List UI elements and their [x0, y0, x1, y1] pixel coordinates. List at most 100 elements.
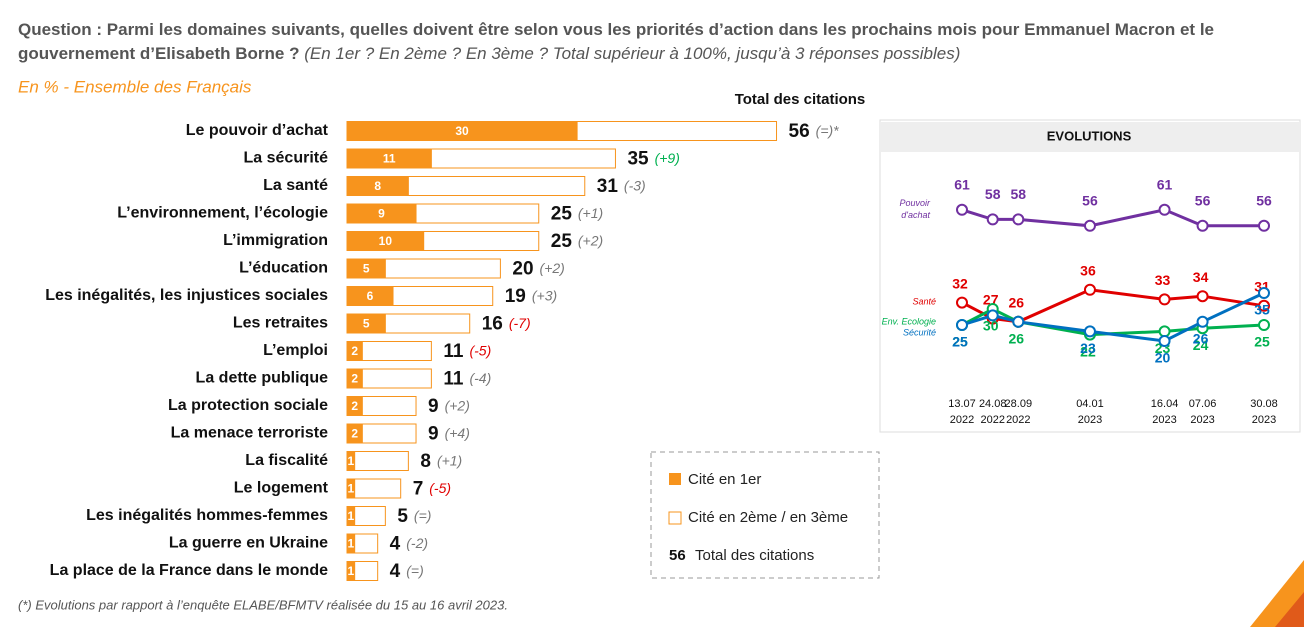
data-label: 61 — [954, 177, 970, 193]
change-label: (-2) — [406, 535, 428, 551]
bar-value-label: 5 — [363, 262, 370, 276]
footnote: (*) Evolutions par rapport à l’enquête E… — [18, 597, 508, 612]
category-label: L’éducation — [239, 260, 328, 277]
data-label: 30 — [983, 318, 999, 334]
total-label: 11 — [443, 341, 464, 362]
data-label: 22 — [1080, 343, 1096, 359]
data-label: 26 — [1009, 331, 1025, 347]
total-label: 25 — [551, 231, 573, 252]
x-tick-label: 07.06 2023 — [1189, 398, 1217, 426]
point — [986, 213, 999, 226]
bar-segment — [354, 451, 409, 471]
bar-value-label: 2 — [351, 427, 358, 441]
category-label: La santé — [263, 177, 328, 194]
data-label: 25 — [952, 334, 968, 350]
series-name: Santé — [912, 296, 936, 306]
legend-label: Cité en 2ème / en 3ème — [688, 509, 848, 526]
total-label: 20 — [512, 259, 533, 280]
bar-segment — [361, 341, 432, 361]
point — [1158, 335, 1171, 347]
data-label: 25 — [952, 334, 968, 350]
data-label: 56 — [1082, 193, 1098, 209]
point — [1258, 287, 1270, 299]
total-label: 19 — [505, 286, 526, 307]
legend-swatch — [668, 511, 682, 525]
point — [986, 309, 999, 322]
point — [1083, 219, 1096, 232]
category-label: L’immigration — [223, 232, 328, 249]
change-label: (=)* — [816, 123, 840, 139]
data-label: 58 — [985, 186, 1001, 202]
bar-segment — [576, 121, 778, 141]
bar-segment — [407, 176, 586, 196]
x-tick-label: 24.08 2022 — [979, 398, 1007, 426]
question-text: Question : Parmi les domaines suivants, … — [18, 20, 1214, 63]
category-label: L’environnement, l’écologie — [117, 205, 328, 222]
category-label: Les inégalités hommes-femmes — [86, 507, 328, 524]
total-label: 25 — [551, 204, 573, 225]
legend-label: Cité en 1er — [688, 471, 761, 488]
category-label: Les retraites — [233, 315, 328, 332]
change-label: (+2) — [445, 398, 470, 414]
bar-segment — [354, 506, 386, 526]
bar-segment — [430, 148, 616, 169]
change-label: (+1) — [578, 205, 603, 221]
data-label: 23 — [1080, 340, 1096, 356]
total-label: 8 — [420, 451, 431, 472]
change-label: (+4) — [445, 425, 470, 441]
bar-segment — [361, 368, 432, 389]
series-name: Sécurité — [903, 327, 936, 337]
panel-title: EVOLUTIONS — [1047, 128, 1132, 143]
point — [1196, 290, 1209, 303]
change-label: (-3) — [624, 178, 646, 194]
point — [1012, 213, 1025, 226]
x-tick-label: 04.01 2023 — [1076, 398, 1104, 426]
category-label: La menace terroriste — [171, 425, 329, 442]
bar-segment — [415, 203, 540, 224]
category-label: La sécurité — [244, 150, 329, 167]
point — [1196, 315, 1209, 328]
point — [1158, 293, 1171, 306]
bar-value-label: 11 — [383, 152, 396, 166]
category-label: La place de la France dans le monde — [50, 562, 328, 579]
evolutions-panel — [879, 119, 1301, 433]
total-label: 9 — [428, 396, 439, 417]
change-label: (-7) — [509, 315, 531, 331]
data-label: 25 — [1254, 334, 1270, 350]
total-label: 9 — [428, 424, 439, 445]
change-label: (=) — [414, 508, 432, 524]
bar-segment — [384, 258, 501, 279]
data-label: 61 — [1157, 177, 1173, 193]
x-tick-label: 13.07 2022 — [948, 398, 976, 426]
data-label: 58 — [1011, 186, 1027, 202]
data-label: 20 — [1155, 350, 1171, 366]
point — [1158, 325, 1171, 338]
legend-swatch — [669, 473, 681, 485]
point — [956, 203, 968, 216]
point — [956, 296, 968, 309]
point — [1012, 315, 1025, 328]
bar-value-label: 1 — [347, 509, 354, 523]
evolutions-header — [881, 122, 1299, 152]
bar-value-label: 2 — [351, 344, 358, 358]
bar-segment — [354, 533, 379, 554]
data-label: 35 — [1254, 302, 1270, 318]
data-label: 56 — [1256, 193, 1272, 209]
bar-segment — [423, 231, 540, 251]
total-label: 31 — [597, 176, 619, 197]
bar-value-label: 2 — [351, 399, 358, 413]
bar-value-label: 30 — [455, 124, 469, 138]
total-label: 7 — [413, 479, 424, 500]
bar-segment — [354, 478, 402, 499]
decor — [1275, 592, 1304, 627]
data-label: 33 — [1155, 272, 1171, 288]
legend-total-example: 56 — [669, 547, 686, 564]
data-label: 36 — [1080, 263, 1096, 279]
data-label: 24 — [1193, 337, 1209, 353]
point — [1083, 283, 1096, 296]
legend-box — [650, 451, 880, 579]
category-label: La dette publique — [196, 370, 329, 387]
bar-value-label: 5 — [363, 317, 370, 331]
category-label: La guerre en Ukraine — [169, 535, 328, 552]
